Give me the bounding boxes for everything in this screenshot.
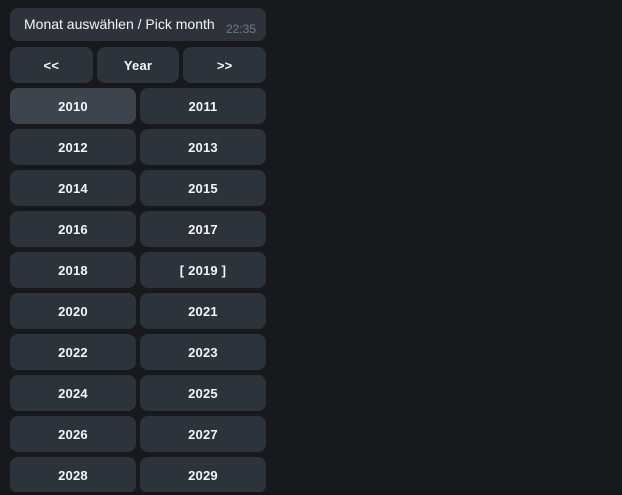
year-row: 2020 2021 [10,293,266,329]
inline-keyboard: << Year >> 2010 2011 2012 2013 2014 2015… [10,47,267,493]
year-row: 2018 [ 2019 ] [10,252,266,288]
year-button-2020[interactable]: 2020 [10,293,136,329]
keyboard-nav-row: << Year >> [10,47,267,83]
year-button-2025[interactable]: 2025 [140,375,266,411]
year-button-2026[interactable]: 2026 [10,416,136,452]
message-text: Monat auswählen / Pick month [24,16,215,32]
prev-page-button[interactable]: << [10,47,93,83]
year-button-2013[interactable]: 2013 [140,129,266,165]
year-row: 2016 2017 [10,211,266,247]
year-button-2016[interactable]: 2016 [10,211,136,247]
year-row: 2024 2025 [10,375,266,411]
year-row: 2012 2013 [10,129,266,165]
year-button-2011[interactable]: 2011 [140,88,266,124]
year-row: 2028 2029 [10,457,266,493]
year-button-2022[interactable]: 2022 [10,334,136,370]
year-button-2029[interactable]: 2029 [140,457,266,493]
year-button-2015[interactable]: 2015 [140,170,266,206]
year-button-2012[interactable]: 2012 [10,129,136,165]
next-page-button[interactable]: >> [183,47,267,83]
year-button-2023[interactable]: 2023 [140,334,266,370]
year-row: 2022 2023 [10,334,266,370]
year-row: 2026 2027 [10,416,266,452]
message-bubble: Monat auswählen / Pick month 22:35 [10,8,266,41]
year-button-2028[interactable]: 2028 [10,457,136,493]
year-button-2021[interactable]: 2021 [140,293,266,329]
year-header-button[interactable]: Year [96,47,180,83]
year-button-2019-current[interactable]: [ 2019 ] [140,252,266,288]
year-button-2010[interactable]: 2010 [10,88,136,124]
year-button-2018[interactable]: 2018 [10,252,136,288]
year-row: 2010 2011 [10,88,266,124]
year-button-2017[interactable]: 2017 [140,211,266,247]
year-button-2014[interactable]: 2014 [10,170,136,206]
message-timestamp: 22:35 [225,22,256,36]
year-row: 2014 2015 [10,170,266,206]
year-button-2027[interactable]: 2027 [140,416,266,452]
bottom-edge-strip [0,492,622,495]
year-button-2024[interactable]: 2024 [10,375,136,411]
